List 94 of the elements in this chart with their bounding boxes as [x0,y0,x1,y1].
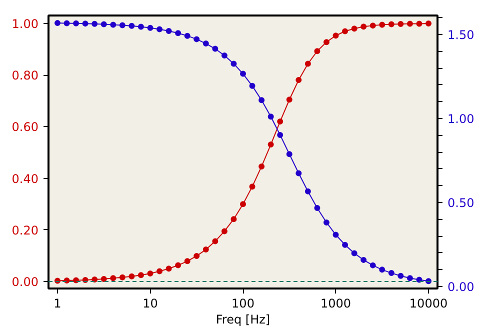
x-tick-label: 10000 [409,296,448,310]
point [166,266,172,272]
point [92,20,98,27]
point [100,276,107,282]
point [314,205,320,212]
point [240,70,246,77]
x-tick-label: 1000 [320,296,352,310]
point [406,275,413,282]
x-axis-title: Freq [Hz] [216,312,270,326]
point [175,30,182,36]
point [268,114,274,120]
point [286,96,292,103]
point [138,24,144,30]
point [212,238,218,244]
point [73,20,80,26]
point [194,252,200,259]
point [360,24,367,30]
point [128,22,135,29]
point [230,60,237,67]
point [221,52,228,58]
y-tick-label: 0.80 [12,68,38,83]
point [286,151,292,158]
point [73,277,80,284]
x-tick-label: 1 [54,296,62,310]
point [277,118,284,125]
point [314,48,320,54]
point [202,40,209,47]
point [268,142,274,148]
point [64,20,70,26]
point [416,276,422,283]
point [249,82,256,89]
point [212,46,218,52]
point [342,28,348,34]
y2-tick-label: 0.50 [448,196,474,210]
y-tick-label: 0.00 [12,275,38,290]
point [370,262,376,268]
point [370,22,376,29]
point [202,246,209,253]
point [184,32,190,39]
point [406,20,413,27]
y2-tick-label: 1.00 [448,112,474,126]
point [194,36,200,42]
point [138,272,144,278]
point [323,39,330,46]
point [175,262,182,268]
point [100,21,107,28]
point [184,258,190,264]
point [398,21,404,28]
point [258,97,265,104]
point [166,28,172,34]
point [249,184,256,190]
point [147,270,154,277]
point [277,132,284,138]
point [351,250,358,256]
point [342,242,348,248]
point [258,163,265,170]
y2-tick-label: 0.00 [448,280,474,294]
point [323,219,330,226]
point [388,270,394,276]
y2-tick-label: 1.50 [448,28,474,42]
point [128,273,135,280]
point [119,22,126,28]
point [230,216,237,222]
point [296,170,302,176]
point [388,21,394,28]
point [156,268,163,274]
x-tick-label: 100 [232,296,254,310]
y-tick-label: 1.00 [12,17,38,31]
point [110,22,116,28]
x-tick-label: 10 [142,296,158,310]
point [92,276,98,282]
point [379,22,386,28]
point [221,228,228,234]
point [147,24,154,31]
point [379,266,386,273]
point [296,77,302,84]
point [304,188,311,194]
point [398,272,404,279]
point [119,274,126,280]
point [156,26,163,32]
point [416,20,422,27]
point [426,20,432,26]
point [110,275,116,282]
point [332,32,339,39]
point [351,26,358,32]
point [82,20,88,27]
point [332,232,339,238]
y-tick-label: 0.60 [12,120,38,134]
point [304,60,311,67]
y-tick-label: 0.40 [12,172,38,186]
y-tick-label: 0.20 [12,223,38,238]
point [360,256,367,263]
point [240,201,246,208]
point [54,20,60,26]
